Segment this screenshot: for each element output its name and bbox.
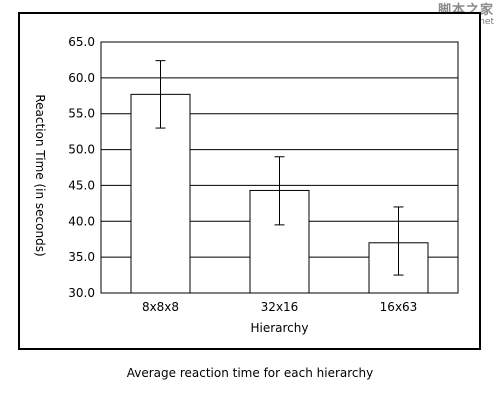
figure-caption: Average reaction time for each hierarchy [126, 366, 374, 380]
error-bar-32x16 [274, 156, 285, 226]
x-category-labels: 8x8x8 32x16 16x63 [142, 300, 417, 314]
y-axis-title: Reaction Time (in seconds) [33, 94, 47, 256]
y-tick-label: 50.0 [68, 143, 95, 157]
y-tick-label: 45.0 [68, 178, 95, 192]
bar-chart: 30.0 35.0 40.0 45.0 50.0 55.0 60.0 65.0 8x8x8 32… [33, 35, 459, 335]
error-bar-8x8x8 [155, 60, 166, 129]
y-tick-label: 35.0 [68, 250, 95, 264]
plot-area-border [100, 41, 459, 294]
x-tick-label: 16x63 [380, 300, 418, 314]
x-axis-title: Hierarchy [250, 321, 308, 335]
x-tick-label: 8x8x8 [142, 300, 179, 314]
x-tick-label: 32x16 [261, 300, 299, 314]
y-tick-label: 60.0 [68, 71, 95, 85]
chart-frame [18, 12, 481, 350]
y-tick-labels: 30.0 35.0 40.0 45.0 50.0 55.0 60.0 65.0 [68, 35, 95, 300]
y-tick-label: 30.0 [68, 286, 95, 300]
error-bars [155, 60, 404, 276]
y-tick-label: 55.0 [68, 107, 95, 121]
y-tick-label: 65.0 [68, 35, 95, 49]
error-bar-16x63 [393, 206, 404, 276]
y-tick-label: 40.0 [68, 214, 95, 228]
